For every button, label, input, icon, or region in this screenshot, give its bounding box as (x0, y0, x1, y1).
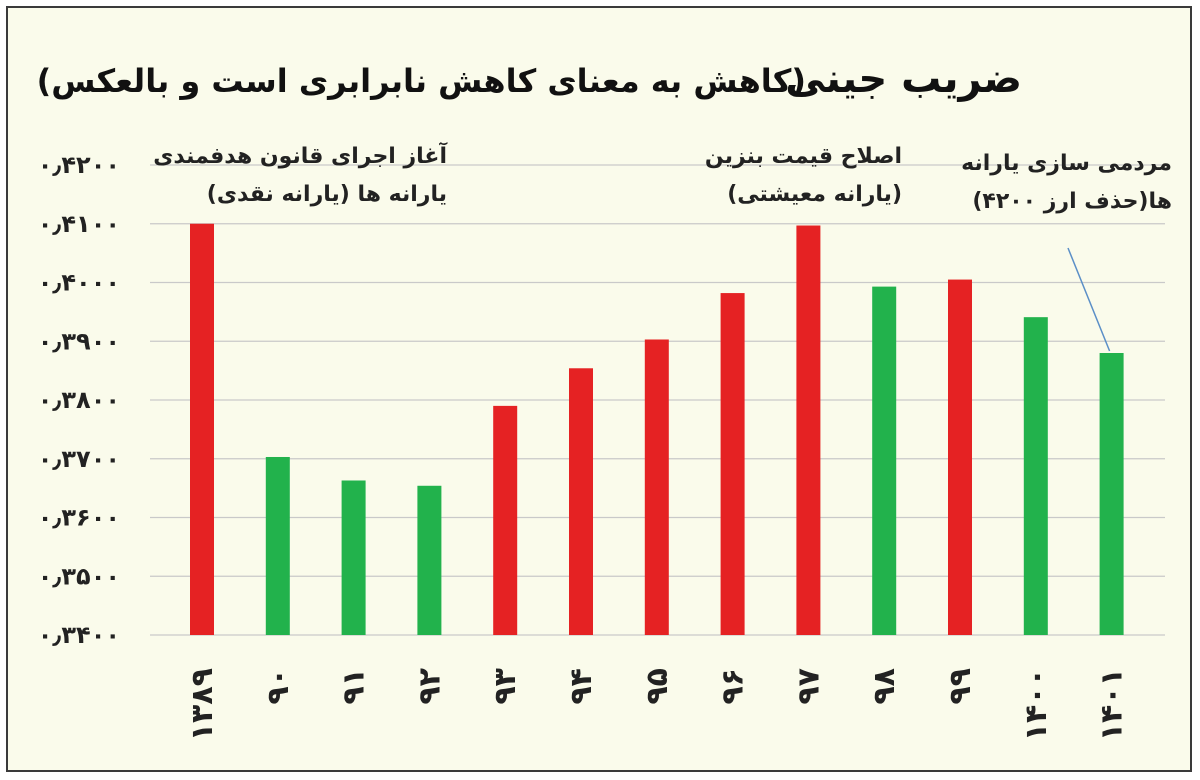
bar-12 (1099, 353, 1124, 635)
y-axis-ticks: ۰٫۳۴۰۰ ۰٫۳۵۰۰ ۰٫۳۶۰۰ ۰٫۳۷۰۰ ۰٫۳۸۰۰ ۰٫۳۹۰۰ ۰٫۴۰… (38, 151, 120, 649)
annotation-text: مردمی سازی یارانه (961, 151, 1172, 176)
annotation-text: اصلاح قیمت بنزین (705, 144, 902, 169)
x-tick-label: ۱۴۰۱ (1095, 668, 1130, 741)
bar-9 (872, 286, 897, 635)
annotation-text: ها(حذف ارز ۴۲۰۰) (972, 189, 1172, 214)
y-tick-label: ۰٫۳۵۰۰ (38, 562, 120, 590)
x-tick-label: ۹۹ (943, 668, 978, 705)
bar-0 (190, 223, 214, 635)
y-tick-label: ۰٫۴۱۰۰ (38, 210, 120, 238)
x-tick-label: ۹۷ (791, 668, 826, 705)
x-tick-label: ۹۸ (867, 668, 902, 705)
y-tick-label: ۰٫۴۰۰۰ (38, 269, 120, 297)
y-tick-label: ۰٫۴۲۰۰ (38, 151, 120, 179)
bar-3 (417, 485, 442, 635)
annotation-text: یارانه ها (یارانه نقدی) (207, 182, 447, 207)
x-tick-label: ۹۵ (640, 668, 675, 705)
annotation-text: (یارانه معیشتی) (727, 182, 902, 207)
bar-6 (644, 339, 669, 635)
bar-10 (948, 279, 972, 635)
x-tick-label: ۹۱ (337, 668, 372, 705)
x-tick-label: ۹۶ (716, 668, 751, 705)
bar-5 (569, 368, 593, 635)
bar-11 (1023, 317, 1048, 635)
bar-7 (720, 293, 745, 635)
x-tick-label: ۹۲ (412, 668, 447, 705)
y-tick-label: ۰٫۳۷۰۰ (38, 445, 120, 473)
x-tick-label: ۹۴ (564, 668, 599, 705)
annotation-leader-line (1067, 247, 1111, 352)
bars (190, 223, 1124, 635)
annotation-text: آغاز اجرای قانون هدفمندی (153, 141, 447, 169)
chart-title: ضریب جینی (785, 56, 1022, 102)
chart-subtitle: (کاهش به معنای کاهش نابرابری است و بالعک… (37, 62, 806, 100)
bar-2 (341, 480, 366, 635)
x-tick-label: ۱۳۸۹ (185, 668, 220, 741)
y-tick-label: ۰٫۳۶۰۰ (38, 504, 120, 532)
bar-4 (493, 405, 518, 635)
x-axis-ticks: ۱۳۸۹ ۹۰ ۹۱ ۹۲ ۹۳ ۹۴ ۹۵ ۹۶ ۹۷ ۹۸ ۹۹ ۱۴۰۰ ۱۴۰۱ (185, 668, 1130, 741)
bar-8 (796, 225, 821, 635)
y-tick-label: ۰٫۳۴۰۰ (38, 621, 120, 649)
x-tick-label: ۱۴۰۰ (1019, 668, 1054, 741)
y-tick-label: ۰٫۳۸۰۰ (38, 386, 120, 414)
x-tick-label: ۹۰ (261, 668, 296, 705)
y-tick-label: ۰٫۳۹۰۰ (38, 327, 120, 355)
x-tick-label: ۹۳ (488, 668, 523, 705)
annotations: آغاز اجرای قانون هدفمندی یارانه ها (یاران… (153, 141, 1172, 352)
bar-1 (265, 456, 290, 635)
